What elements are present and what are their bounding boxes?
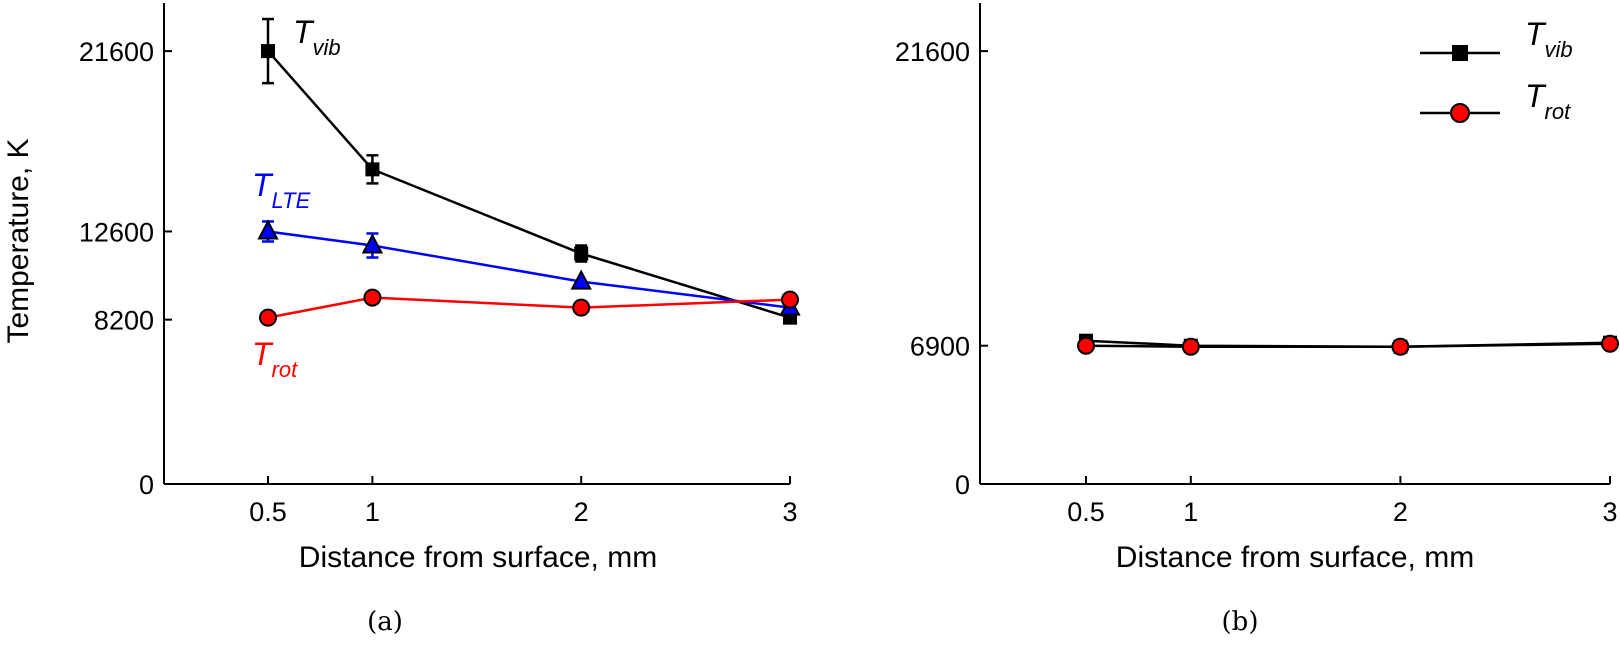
ticks-b: 0 6900 21600 0.5 1 2 3 <box>895 37 1618 527</box>
legend-marker-trot <box>1450 103 1470 123</box>
annotation-tlte-sub: LTE <box>272 188 311 213</box>
data-point-t-rot <box>1601 334 1619 353</box>
annotation-tlte: TLTE <box>252 167 311 213</box>
data-point-t-lte <box>570 269 592 290</box>
x-tick-label: 1 <box>365 497 380 527</box>
x-tick-label: 3 <box>782 497 797 527</box>
series-line-t-lte <box>267 230 791 309</box>
data-point-t-rot <box>1077 336 1095 355</box>
data-point-t-rot <box>781 290 799 309</box>
annotation-tvib: Tvib <box>293 14 341 60</box>
ticks-a: 0 8200 12600 21600 0.5 1 2 3 <box>79 37 798 527</box>
panel-b: 0 6900 21600 0.5 1 2 3 Distance from surface, … <box>895 3 1619 637</box>
y-tick-label: 21600 <box>895 37 970 67</box>
x-tick-label: 0.5 <box>1067 497 1105 527</box>
y-tick-label: 0 <box>955 470 970 500</box>
x-tick-label: 0.5 <box>249 497 287 527</box>
data-point-t-lte <box>361 233 384 254</box>
data-point-t-rot <box>1181 337 1200 356</box>
legend-b: Tvib Trot <box>1420 16 1573 124</box>
x-axis-label-a: Distance from surface, mm <box>299 541 657 574</box>
annotation-trot: Trot <box>252 336 298 382</box>
annotation-tvib-main: T <box>293 14 315 50</box>
legend-label-trot: Trot <box>1525 78 1571 124</box>
legend-tvib-sub: vib <box>1545 37 1573 62</box>
caption-a: (a) <box>367 607 403 637</box>
annotation-tlte-main: T <box>252 167 274 203</box>
y-tick-label: 0 <box>139 470 154 500</box>
panel-a: 0 8200 12600 21600 0.5 1 2 3 Temperature, K Dis… <box>2 3 801 637</box>
annotation-tvib-sub: vib <box>313 35 341 60</box>
caption-b: (b) <box>1222 607 1259 637</box>
y-tick-label: 8200 <box>94 306 154 336</box>
y-tick-label: 21600 <box>79 37 154 67</box>
x-tick-label: 2 <box>574 497 589 527</box>
x-tick-label: 2 <box>1393 497 1408 527</box>
y-axis-label-a: Temperature, K <box>2 138 35 343</box>
y-tick-label: 6900 <box>910 332 970 362</box>
series-line-t-rot <box>267 296 791 319</box>
legend-trot-main: T <box>1525 78 1547 114</box>
data-point-t-rot <box>1391 337 1410 356</box>
annotation-trot-main: T <box>252 336 274 372</box>
x-tick-label: 3 <box>1602 497 1617 527</box>
series-b <box>1077 333 1619 356</box>
data-point-t-vib <box>261 44 275 59</box>
series-a <box>257 17 801 327</box>
legend-marker-tvib <box>1452 45 1468 61</box>
data-point-t-vib <box>365 162 380 177</box>
legend-tvib-main: T <box>1525 16 1547 52</box>
legend-label-tvib: Tvib <box>1525 16 1573 62</box>
x-axis-label-b: Distance from surface, mm <box>1116 541 1474 574</box>
legend-trot-sub: rot <box>1545 99 1572 124</box>
data-point-t-vib <box>574 246 589 261</box>
y-tick-label: 12600 <box>79 217 154 247</box>
data-point-t-rot <box>363 288 382 307</box>
data-point-t-rot <box>259 308 277 327</box>
annotation-trot-sub: rot <box>272 357 299 382</box>
series-line-t-rot <box>1085 342 1611 348</box>
data-point-t-rot <box>572 298 591 317</box>
series-line-t-vib <box>267 50 791 319</box>
x-tick-label: 1 <box>1183 497 1198 527</box>
data-point-t-lte <box>257 219 279 240</box>
